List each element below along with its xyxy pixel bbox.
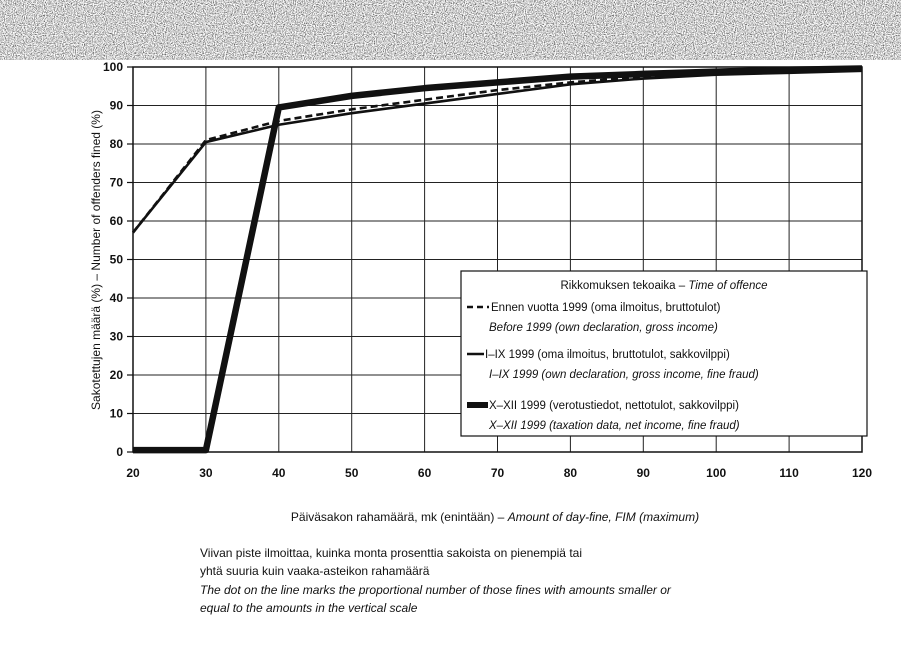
x-axis-title: Päiväsakon rahamäärä, mk (enintään) – Am… — [291, 510, 699, 524]
legend-title-fi: Rikkomuksen tekoaika – — [560, 280, 688, 292]
y-tick-label: 50 — [110, 253, 124, 267]
y-tick-label: 20 — [110, 368, 124, 382]
y-tick-label: 30 — [110, 330, 124, 344]
legend-label-before-1999-en: Before 1999 (own declaration, gross inco… — [489, 322, 718, 334]
y-tick-label: 10 — [110, 407, 124, 421]
y-tick-label: 60 — [110, 214, 124, 228]
y-tick-label: 100 — [103, 60, 123, 74]
legend-label-before-1999-fi: Ennen vuotta 1999 (oma ilmoitus, bruttot… — [491, 302, 721, 314]
y-tick-label: 70 — [110, 176, 124, 190]
x-tick-label: 70 — [491, 466, 505, 480]
x-tick-label: 100 — [706, 466, 726, 480]
y-tick-label: 0 — [116, 445, 123, 459]
x-tick-label: 110 — [779, 466, 799, 480]
y-axis-title: Sakotettujen määrä (%) – Number of offen… — [89, 110, 103, 410]
legend-label-x-xii-1999-fi: X–XII 1999 (verotustiedot, nettotulot, s… — [489, 400, 739, 412]
series-line-before-1999 — [131, 67, 863, 234]
legend-title-en: Time of offence — [688, 280, 767, 292]
series-group — [131, 65, 863, 454]
axes: 20 30 40 50 60 70 80 90 100 110 120 0 10 20 30 40 50 60 70… — [103, 60, 872, 480]
x-tick-label: 20 — [126, 466, 140, 480]
legend: Rikkomuksen tekoaika – Time of offence E… — [460, 270, 868, 437]
note-en-line-2: equal to the amounts in the vertical sca… — [200, 601, 418, 615]
legend-title: Rikkomuksen tekoaika – Time of offence — [560, 280, 767, 292]
x-tick-label: 60 — [418, 466, 432, 480]
legend-label-i-ix-1999-en: I–IX 1999 (own declaration, gross income… — [489, 369, 759, 381]
x-tick-label: 80 — [564, 466, 578, 480]
y-tick-label: 80 — [110, 137, 124, 151]
x-tick-label: 40 — [272, 466, 286, 480]
scan-noise-band — [0, 0, 901, 60]
y-tick-label: 90 — [110, 99, 124, 113]
note-en-line-1: The dot on the line marks the proportion… — [200, 583, 671, 597]
x-axis-title-fi: Päiväsakon rahamäärä, mk (enintään) – — [291, 510, 508, 524]
series-line-x-xii-1999 — [133, 65, 863, 454]
x-tick-label: 120 — [852, 466, 872, 480]
legend-label-i-ix-1999-fi: I–IX 1999 (oma ilmoitus, bruttotulot, sa… — [485, 349, 730, 361]
x-axis-title-en: Amount of day-fine, FIM (maximum) — [507, 510, 699, 524]
x-tick-label: 50 — [345, 466, 359, 480]
legend-label-x-xii-1999-en: X–XII 1999 (taxation data, net income, f… — [488, 420, 740, 432]
x-tick-label: 90 — [637, 466, 651, 480]
note-fi-line-2: yhtä suuria kuin vaaka-asteikon rahamäär… — [200, 564, 430, 578]
legend-box — [460, 270, 868, 437]
y-tick-label: 40 — [110, 291, 124, 305]
x-tick-label: 30 — [199, 466, 213, 480]
note-fi-line-1: Viivan piste ilmoittaa, kuinka monta pro… — [200, 546, 582, 560]
